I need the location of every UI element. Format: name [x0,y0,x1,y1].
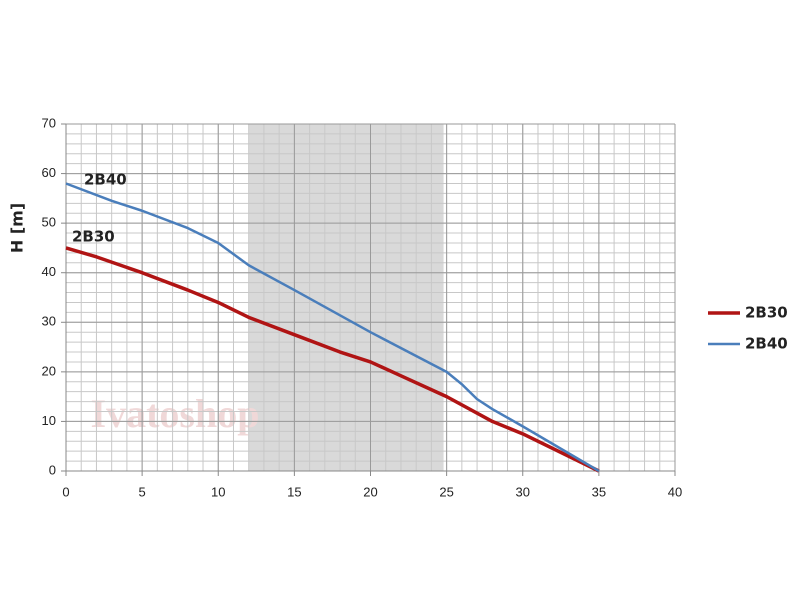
y-tick-label: 30 [42,314,56,329]
x-tick-label: 0 [62,484,69,499]
shaded-region [248,124,444,471]
y-axis-label: H [m] [8,203,27,253]
x-tick-label: 30 [516,484,530,499]
x-tick-label: 25 [439,484,453,499]
line-annotation: 2B40 [84,171,127,189]
y-tick-label: 10 [42,413,56,428]
y-tick-label: 0 [49,462,56,477]
legend-label: 2B40 [745,335,788,353]
legend-label: 2B30 [745,304,788,322]
x-tick-label: 20 [363,484,377,499]
y-tick-label: 70 [42,115,56,130]
x-tick-label: 15 [287,484,301,499]
y-tick-label: 40 [42,264,56,279]
y-tick-label: 50 [42,215,56,230]
y-tick-label: 20 [42,363,56,378]
x-tick-label: 5 [139,484,146,499]
line-annotation: 2B30 [72,228,115,246]
watermark: Ivatoshop [91,391,260,436]
y-tick-label: 60 [42,165,56,180]
x-tick-label: 40 [668,484,682,499]
x-tick-label: 35 [592,484,606,499]
x-tick-label: 10 [211,484,225,499]
series-line [65,182,600,473]
series-line [65,246,600,473]
